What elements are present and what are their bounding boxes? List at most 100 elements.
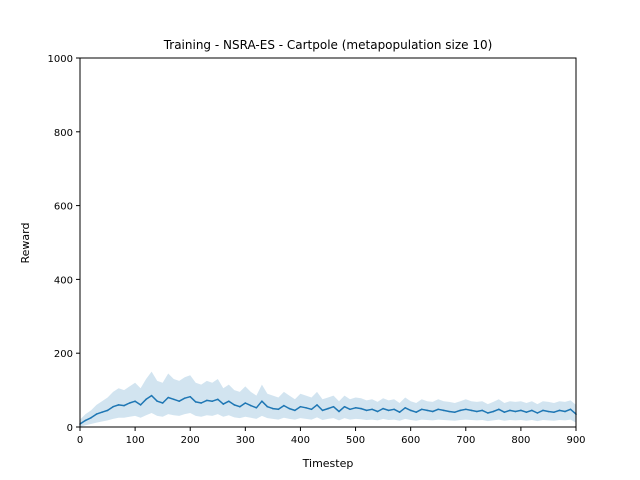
series-point [134, 400, 136, 403]
series-point [128, 402, 131, 404]
series-point [398, 411, 401, 414]
series-point [365, 409, 368, 412]
series-point [266, 405, 269, 408]
series-point [310, 408, 313, 411]
series-point [514, 410, 517, 413]
series-point [393, 408, 395, 411]
y-axis-ticks: 0 200 400 600 800 1000 [48, 54, 80, 434]
series-point [387, 409, 390, 412]
x-axis-label: Timestep [302, 457, 354, 470]
series-point [509, 409, 511, 412]
series-point [244, 402, 247, 404]
series-point [481, 409, 484, 412]
series-point [332, 405, 335, 408]
series-point [161, 402, 164, 404]
y-tick-label: 800 [54, 128, 73, 139]
series-point [371, 408, 373, 411]
series-point [189, 395, 191, 398]
series-point [343, 405, 346, 408]
series-point [470, 409, 473, 412]
x-tick-label: 300 [236, 435, 255, 446]
series-point [145, 398, 147, 401]
series-point [222, 403, 225, 405]
series-point [503, 411, 506, 414]
series-point [448, 410, 451, 413]
series-point [542, 409, 544, 412]
series-point [459, 409, 462, 412]
series-point [454, 411, 456, 414]
series-point [465, 408, 467, 411]
series-point [536, 412, 539, 414]
series-point [101, 411, 103, 414]
confidence-band-layer [80, 371, 576, 427]
series-point [299, 405, 302, 408]
series-point [437, 408, 440, 411]
series-point [294, 409, 296, 412]
series-point [123, 404, 125, 407]
series-point [321, 409, 324, 412]
series-point [84, 419, 87, 422]
y-tick-label: 600 [54, 202, 73, 213]
series-point [420, 408, 423, 411]
series-point [476, 410, 478, 413]
series-point [90, 417, 92, 419]
series-point [382, 407, 384, 410]
series-point [431, 410, 434, 413]
series-point [156, 400, 158, 403]
x-tick-label: 700 [456, 435, 475, 446]
series-point [206, 399, 208, 402]
series-point [338, 410, 340, 413]
series-point [487, 412, 489, 414]
series-point [360, 407, 362, 410]
x-tick-label: 0 [77, 435, 83, 446]
series-point [564, 410, 566, 413]
series-point [95, 413, 98, 415]
series-point [426, 409, 429, 412]
y-tick-label: 1000 [48, 54, 73, 65]
series-point [261, 400, 263, 403]
series-point [520, 409, 522, 412]
x-tick-label: 500 [346, 435, 365, 446]
x-tick-label: 400 [291, 435, 310, 446]
series-point [233, 404, 236, 406]
series-point [404, 407, 407, 409]
series-point [228, 400, 230, 403]
series-point [194, 401, 197, 403]
series-point [305, 407, 307, 409]
y-tick-label: 200 [54, 349, 73, 360]
series-point [492, 410, 495, 413]
series-point [106, 409, 109, 412]
x-tick-label: 600 [401, 435, 420, 446]
series-point [327, 407, 329, 410]
series-point [217, 398, 219, 401]
confidence-band [80, 371, 576, 427]
series-point [288, 407, 291, 410]
series-point [211, 400, 214, 403]
series-point [376, 410, 379, 413]
x-tick-label: 900 [566, 435, 585, 446]
series-point [117, 404, 120, 406]
x-tick-label: 100 [126, 435, 145, 446]
chart-title: Training - NSRA-ES - Cartpole (metapopul… [163, 38, 493, 52]
series-point [277, 408, 280, 411]
series-point [272, 407, 274, 410]
series-point [139, 404, 142, 406]
series-point [547, 410, 550, 413]
series-line-layer [79, 394, 577, 425]
series-point [531, 409, 533, 412]
x-tick-label: 800 [511, 435, 530, 446]
series-point [183, 397, 186, 400]
series-point [409, 409, 412, 412]
series-point [349, 408, 351, 411]
y-tick-label: 400 [54, 275, 73, 286]
series-point [250, 404, 252, 407]
plot-frame [79, 57, 577, 428]
series-point [558, 409, 561, 412]
x-tick-label: 200 [181, 435, 200, 446]
series-point [283, 404, 285, 407]
series-point [172, 398, 175, 401]
series-point [415, 411, 418, 414]
series-point [255, 407, 258, 409]
series-point [354, 407, 357, 409]
